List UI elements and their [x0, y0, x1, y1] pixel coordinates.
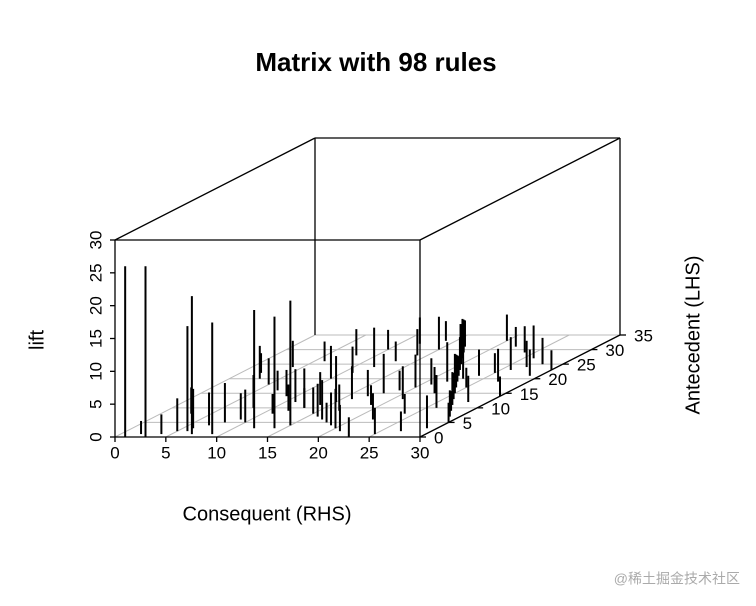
x-tick-label: 5 — [161, 443, 170, 462]
y-tick-label: 30 — [605, 341, 624, 360]
grid-line — [318, 334, 519, 438]
z-tick-label: 30 — [86, 231, 105, 250]
z-tick-label: 20 — [86, 296, 105, 315]
grid-line — [165, 334, 367, 438]
x-tick-label: 10 — [207, 443, 226, 462]
watermark: @稀土掘金技术社区 — [614, 571, 740, 587]
z-axis-title: lift — [26, 330, 48, 350]
grid-line — [114, 334, 316, 438]
x-axis-title: Consequent (RHS) — [183, 503, 352, 525]
box-edge — [419, 334, 621, 438]
y-tick-label: 0 — [434, 428, 443, 447]
box-edge — [419, 137, 621, 241]
x-tick-label: 15 — [258, 443, 277, 462]
y-tick-label: 5 — [463, 414, 472, 433]
x-tick-label: 25 — [360, 443, 379, 462]
x-tick-label: 0 — [110, 443, 119, 462]
x-tick-label: 30 — [411, 443, 430, 462]
y-tick-label: 35 — [634, 326, 653, 345]
box-edge — [114, 137, 316, 241]
y-tick-label: 15 — [520, 385, 539, 404]
chart-title: Matrix with 98 rules — [255, 47, 496, 77]
x-tick-label: 20 — [309, 443, 328, 462]
z-tick-label: 10 — [86, 362, 105, 381]
z-tick-label: 5 — [86, 399, 105, 408]
z-tick-label: 25 — [86, 263, 105, 282]
z-tick-label: 0 — [86, 432, 105, 441]
y-tick-label: 25 — [577, 356, 596, 375]
y-tick-label: 10 — [491, 399, 510, 418]
y-axis-title: Antecedent (LHS) — [682, 256, 704, 415]
y-tick-label: 20 — [548, 370, 567, 389]
z-tick-label: 15 — [86, 329, 105, 348]
